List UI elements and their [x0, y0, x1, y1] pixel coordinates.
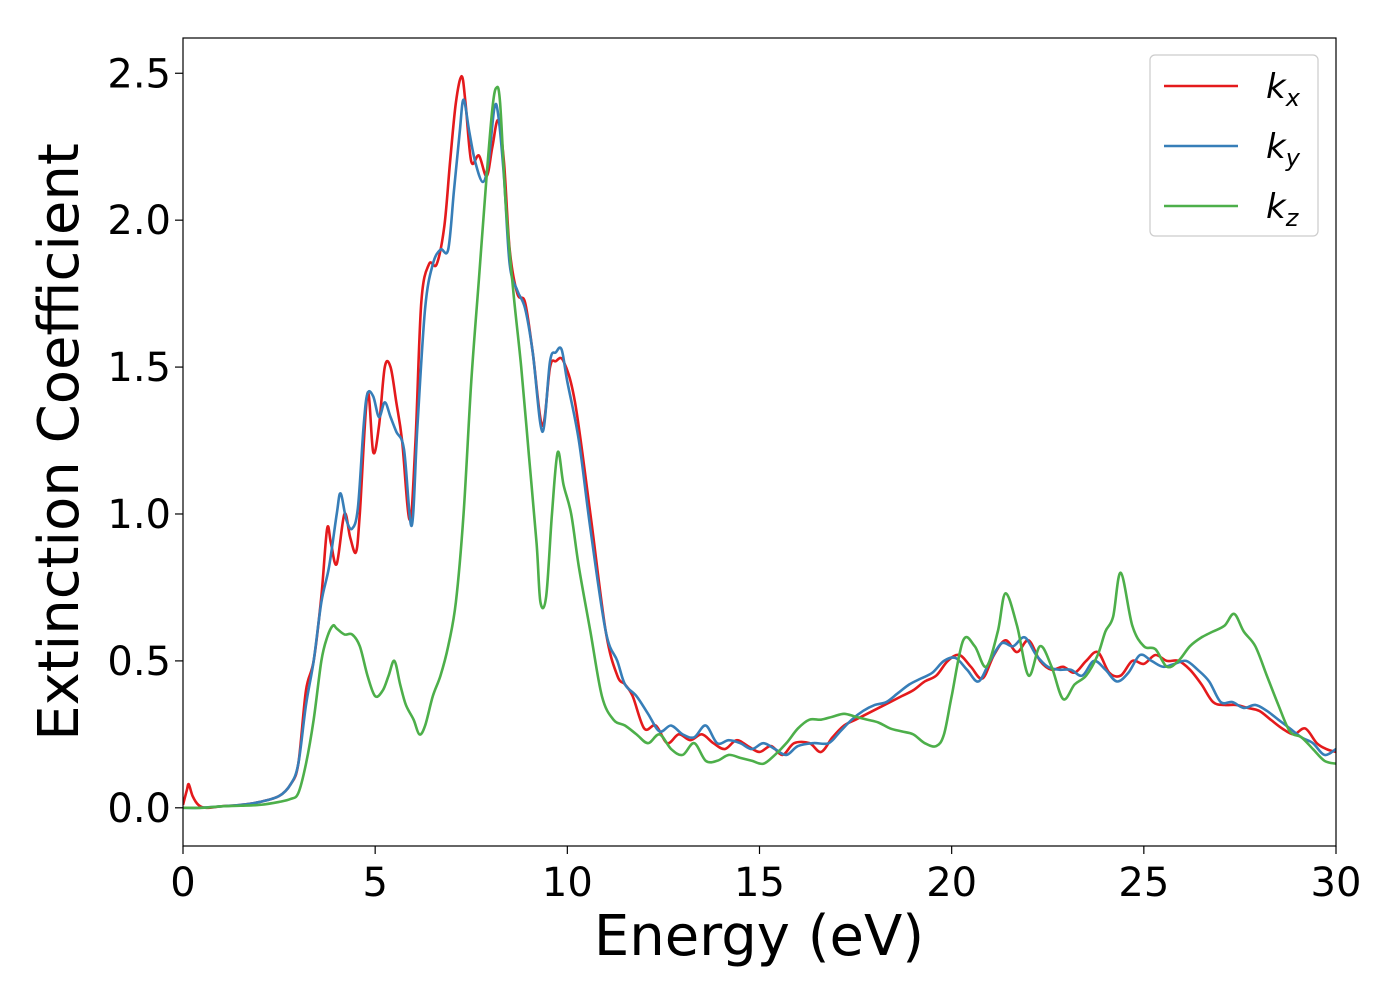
- x-axis: 0 5 10 15 20 25 30: [170, 846, 1361, 906]
- series-line-ky: [183, 98, 1336, 810]
- x-tick-label: 0: [170, 860, 195, 906]
- series-layer: [183, 74, 1336, 810]
- legend-label-kx: kx: [1266, 67, 1301, 112]
- x-tick-label: 25: [1118, 860, 1169, 906]
- x-axis-title: Energy (eV): [594, 904, 924, 969]
- y-tick-label: 1.5: [107, 345, 171, 391]
- x-tick-label: 20: [926, 860, 977, 906]
- x-tick-label: 15: [734, 860, 785, 906]
- y-axis-title: Extinction Coefficient: [27, 143, 92, 741]
- legend: kx ky kz: [1149, 54, 1319, 237]
- series-line-kz: [183, 85, 1336, 810]
- y-tick-label: 2.5: [107, 51, 171, 97]
- x-tick-label: 5: [362, 860, 387, 906]
- x-tick-label: 10: [542, 860, 593, 906]
- y-tick-label: 2.0: [107, 198, 171, 244]
- plot-area: [183, 38, 1336, 846]
- y-tick-label: 0.5: [107, 639, 171, 685]
- legend-label-kz: kz: [1266, 187, 1300, 232]
- y-tick-label: 0.0: [107, 786, 171, 832]
- y-axis: 0.0 0.5 1.0 1.5 2.0 2.5: [107, 51, 183, 832]
- y-tick-label: 1.0: [107, 492, 171, 538]
- series-line-kx: [183, 74, 1336, 810]
- legend-label-ky: ky: [1266, 127, 1301, 172]
- x-tick-label: 30: [1311, 860, 1362, 906]
